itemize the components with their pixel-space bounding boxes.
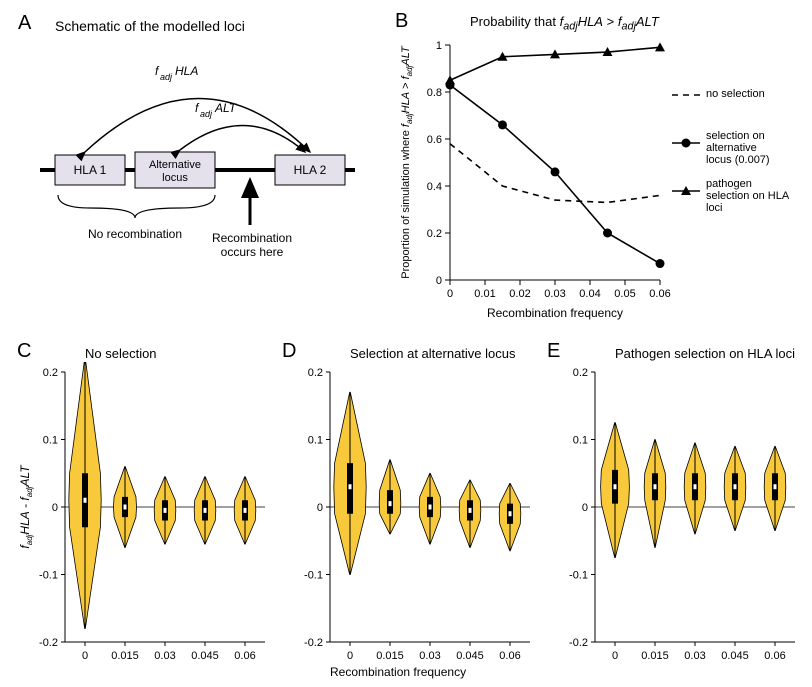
svg-text:locus: locus	[162, 172, 188, 184]
svg-text:alternative: alternative	[706, 142, 757, 154]
svg-text:occurs here: occurs here	[221, 245, 284, 259]
svg-text:0.03: 0.03	[544, 288, 565, 300]
panel-b-title: Probability that fadjHLA > fadjALT	[470, 14, 659, 33]
svg-text:HLA: HLA	[175, 64, 198, 78]
panel-b-chart: 0 0.01 0.02 0.03 0.04 0.05 0.06 0 0.2 0.4 0.6 0.8 1 R…	[395, 35, 805, 325]
svg-text:0.06: 0.06	[764, 650, 785, 662]
svg-text:selection on HLA: selection on HLA	[706, 190, 790, 202]
svg-text:0.1: 0.1	[43, 435, 58, 447]
svg-text:0.1: 0.1	[308, 435, 323, 447]
svg-text:0.02: 0.02	[509, 288, 530, 300]
svg-text:0: 0	[347, 650, 353, 662]
svg-text:0.045: 0.045	[721, 650, 749, 662]
svg-text:0.015: 0.015	[641, 650, 669, 662]
svg-text:0.015: 0.015	[376, 650, 404, 662]
panel-d-label: D	[282, 340, 296, 363]
svg-text:0.1: 0.1	[573, 435, 588, 447]
svg-text:adj: adj	[200, 109, 213, 119]
svg-text:-0.2: -0.2	[304, 637, 323, 649]
cde-xlabel: Recombination frequency	[330, 665, 466, 679]
panel-e-chart: -0.2 -0.1 0 0.1 0.2 0 0.015 0.03 0.045 0.06	[545, 362, 805, 677]
svg-text:Alternative: Alternative	[149, 159, 201, 171]
svg-text:0.015: 0.015	[111, 650, 139, 662]
svg-text:0.4: 0.4	[427, 181, 442, 193]
svg-text:0.06: 0.06	[499, 650, 520, 662]
svg-text:0.06: 0.06	[649, 288, 670, 300]
panel-a-label: A	[18, 12, 31, 35]
svg-text:Recombination: Recombination	[212, 231, 292, 245]
svg-text:-0.2: -0.2	[569, 637, 588, 649]
svg-text:0.2: 0.2	[427, 228, 442, 240]
svg-text:0.6: 0.6	[427, 134, 442, 146]
svg-text:0.03: 0.03	[684, 650, 705, 662]
svg-text:-0.1: -0.1	[304, 570, 323, 582]
svg-text:-0.1: -0.1	[569, 570, 588, 582]
svg-text:0.045: 0.045	[456, 650, 484, 662]
svg-text:locus (0.007): locus (0.007)	[706, 154, 770, 166]
svg-text:0: 0	[612, 650, 618, 662]
svg-text:0: 0	[447, 288, 453, 300]
svg-text:0.2: 0.2	[573, 367, 588, 379]
svg-text:fadjHLA - fadjALT: fadjHLA - fadjALT	[18, 464, 34, 549]
svg-text:loci: loci	[706, 202, 723, 214]
svg-text:0.05: 0.05	[614, 288, 635, 300]
svg-text:Recombination frequency: Recombination frequency	[487, 306, 623, 320]
panel-c-label: C	[17, 340, 31, 363]
svg-text:0.04: 0.04	[579, 288, 600, 300]
svg-text:0.8: 0.8	[427, 87, 442, 99]
panel-c-chart: -0.2 -0.1 0 0.1 0.2 0 0.015 0.03 0.045 0.06 fadjHL…	[15, 362, 275, 677]
svg-text:0: 0	[582, 502, 588, 514]
svg-text:0: 0	[82, 650, 88, 662]
panel-c-title: No selection	[85, 346, 157, 361]
svg-text:0.03: 0.03	[154, 650, 175, 662]
svg-text:0.03: 0.03	[419, 650, 440, 662]
panel-e-title: Pathogen selection on HLA loci	[615, 346, 795, 361]
svg-text:0.01: 0.01	[474, 288, 495, 300]
svg-text:No recombination: No recombination	[88, 227, 182, 241]
panel-a-title: Schematic of the modelled loci	[55, 18, 245, 34]
hla1-label: HLA 1	[74, 163, 107, 177]
svg-text:0.2: 0.2	[43, 367, 58, 379]
panel-b-label: B	[395, 10, 408, 33]
svg-text:pathogen: pathogen	[706, 178, 752, 190]
svg-text:0.2: 0.2	[308, 367, 323, 379]
svg-text:0: 0	[317, 502, 323, 514]
svg-text:1: 1	[436, 40, 442, 52]
svg-text:-0.2: -0.2	[39, 637, 58, 649]
svg-text:-0.1: -0.1	[39, 570, 58, 582]
svg-text:adj: adj	[160, 72, 173, 82]
svg-text:selection on: selection on	[706, 130, 765, 142]
svg-text:0.06: 0.06	[234, 650, 255, 662]
svg-text:0: 0	[436, 275, 442, 287]
panel-e-label: E	[547, 340, 560, 363]
svg-text:0: 0	[52, 502, 58, 514]
panel-a-svg: HLA 1 Alternative locus HLA 2 f adj HLA …	[30, 40, 380, 290]
svg-text:Proportion of simulation where: Proportion of simulation where fadjHLA >…	[400, 45, 414, 279]
svg-text:no selection: no selection	[706, 88, 765, 100]
svg-text:0.045: 0.045	[191, 650, 219, 662]
svg-text:ALT: ALT	[214, 101, 238, 115]
panel-d-title: Selection at alternative locus	[350, 346, 515, 361]
panel-d-chart: -0.2 -0.1 0 0.1 0.2 0 0.015 0.03 0.045 0.06	[280, 362, 540, 677]
svg-text:HLA 2: HLA 2	[294, 163, 327, 177]
